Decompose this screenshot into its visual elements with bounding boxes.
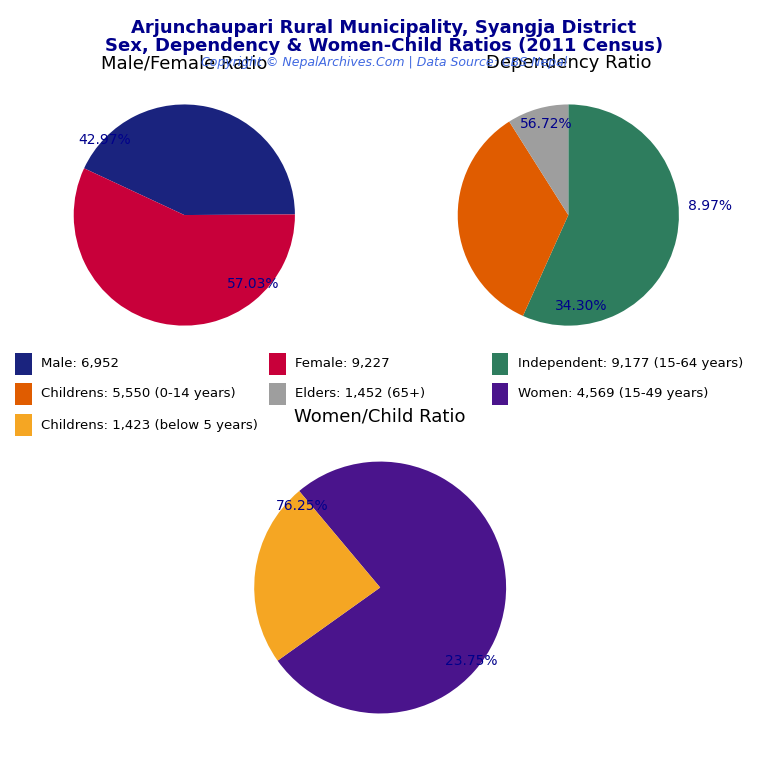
Bar	[269, 382, 286, 405]
Wedge shape	[84, 104, 295, 215]
Text: Arjunchaupari Rural Municipality, Syangja District: Arjunchaupari Rural Municipality, Syangj…	[131, 19, 637, 37]
Bar	[492, 382, 508, 405]
Bar	[269, 353, 286, 375]
Text: 57.03%: 57.03%	[227, 276, 279, 290]
Title: Women/Child Ratio: Women/Child Ratio	[294, 408, 466, 425]
Title: Male/Female Ratio: Male/Female Ratio	[101, 55, 267, 72]
Text: 23.75%: 23.75%	[445, 654, 497, 667]
Text: 42.97%: 42.97%	[78, 133, 131, 147]
Title: Dependency Ratio: Dependency Ratio	[485, 55, 651, 72]
Text: 8.97%: 8.97%	[688, 199, 732, 214]
Text: 76.25%: 76.25%	[276, 498, 329, 513]
Bar	[15, 382, 32, 405]
Wedge shape	[523, 104, 679, 326]
Text: Elders: 1,452 (65+): Elders: 1,452 (65+)	[295, 387, 425, 400]
Bar	[15, 415, 32, 436]
Wedge shape	[74, 168, 295, 326]
Wedge shape	[277, 462, 506, 713]
Text: Childrens: 1,423 (below 5 years): Childrens: 1,423 (below 5 years)	[41, 419, 258, 432]
Wedge shape	[254, 491, 380, 660]
Text: Sex, Dependency & Women-Child Ratios (2011 Census): Sex, Dependency & Women-Child Ratios (20…	[105, 37, 663, 55]
Text: Childrens: 5,550 (0-14 years): Childrens: 5,550 (0-14 years)	[41, 387, 236, 400]
Wedge shape	[509, 104, 568, 215]
Text: Female: 9,227: Female: 9,227	[295, 357, 389, 370]
Text: 34.30%: 34.30%	[555, 299, 607, 313]
Bar	[492, 353, 508, 375]
Text: Male: 6,952: Male: 6,952	[41, 357, 120, 370]
Text: 56.72%: 56.72%	[520, 118, 572, 131]
Bar	[15, 353, 32, 375]
Text: Independent: 9,177 (15-64 years): Independent: 9,177 (15-64 years)	[518, 357, 743, 370]
Wedge shape	[458, 121, 568, 316]
Text: Copyright © NepalArchives.Com | Data Source: CBS Nepal: Copyright © NepalArchives.Com | Data Sou…	[201, 56, 567, 69]
Text: Women: 4,569 (15-49 years): Women: 4,569 (15-49 years)	[518, 387, 708, 400]
